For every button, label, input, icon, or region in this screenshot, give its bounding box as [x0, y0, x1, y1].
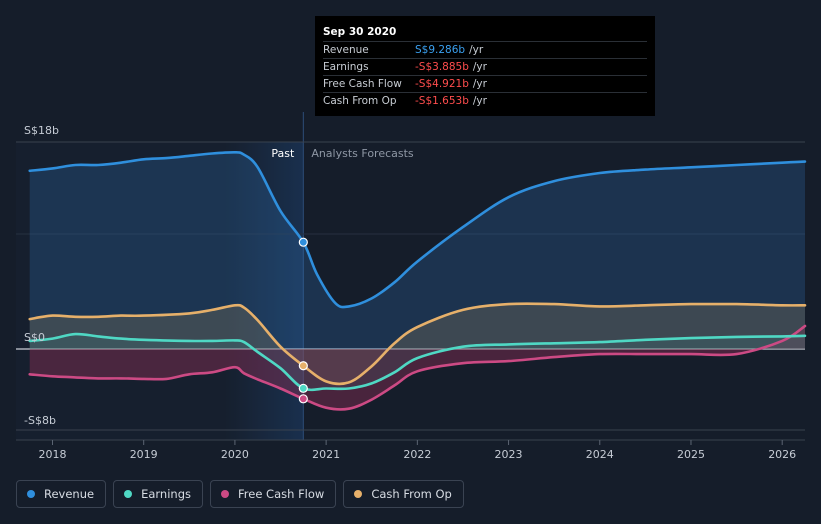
- x-tick-label: 2023: [495, 448, 523, 461]
- legend-label: Free Cash Flow: [238, 487, 325, 501]
- tooltip-unit: /yr: [472, 61, 487, 73]
- series-lines: [28, 150, 807, 411]
- tooltip-value: S$9.286b: [415, 44, 466, 56]
- tooltip-label: Revenue: [323, 44, 369, 56]
- y-tick-label: S$18b: [24, 124, 59, 137]
- line-earnings: [28, 332, 807, 392]
- tooltip: Sep 30 2020 Revenue S$9.286b /yr Earning…: [315, 16, 655, 116]
- x-tick-label: 2022: [403, 448, 431, 461]
- grid: [16, 141, 805, 431]
- tooltip-unit: /yr: [472, 78, 487, 90]
- past-region-base: [16, 142, 304, 440]
- area-cash-from-op: [29, 303, 805, 349]
- x-tick-label: 2019: [130, 448, 158, 461]
- highlight-markers: [298, 237, 308, 404]
- legend: Revenue Earnings Free Cash Flow Cash Fro…: [16, 480, 464, 508]
- area-earnings: [29, 334, 805, 349]
- y-tick-label: S$0: [24, 331, 45, 344]
- legend-dot-icon: [124, 490, 133, 498]
- tooltip-label: Earnings: [323, 61, 369, 73]
- area-free-cash-flow-negative: [29, 349, 805, 410]
- line-cash-from-op: [28, 302, 807, 386]
- tooltip-value: -S$3.885b: [415, 61, 469, 73]
- past-region-background: [16, 112, 304, 440]
- tooltip-value: -S$4.921b: [415, 78, 469, 90]
- axes: S$18b S$0 -S$8b 2018 2019 2020 2021 2022 2023 202…: [16, 124, 805, 461]
- legend-item-earnings[interactable]: Earnings: [113, 480, 203, 508]
- tooltip-row-earnings: Earnings -S$3.885b /yr: [323, 58, 647, 75]
- marker-free-cash-flow: [298, 394, 308, 404]
- y-tick-label: -S$8b: [24, 414, 56, 427]
- forecast-section-label: Analysts Forecasts: [311, 147, 414, 160]
- marker-earnings: [298, 383, 308, 393]
- line-revenue: [28, 150, 807, 309]
- legend-label: Cash From Op: [371, 487, 452, 501]
- x-tick-label: 2026: [768, 448, 796, 461]
- legend-dot-icon: [27, 490, 35, 498]
- legend-dot-icon: [354, 490, 363, 498]
- tooltip-unit: /yr: [472, 95, 487, 107]
- marker-cash-from-op: [298, 361, 308, 371]
- tooltip-row-cash-from-op: Cash From Op -S$1.653b /yr: [323, 92, 647, 109]
- x-tick-label: 2020: [221, 448, 249, 461]
- tooltip-label: Free Cash Flow: [323, 78, 402, 90]
- marker-revenue: [298, 237, 308, 247]
- x-tick-label: 2021: [312, 448, 340, 461]
- past-region-shade: [225, 142, 304, 440]
- legend-item-revenue[interactable]: Revenue: [16, 480, 107, 508]
- line-free-cash-flow: [28, 324, 807, 411]
- x-tick-label: 2025: [677, 448, 705, 461]
- legend-item-cash-from-op[interactable]: Cash From Op: [343, 480, 464, 508]
- x-tick-label: 2024: [586, 448, 614, 461]
- legend-dot-icon: [221, 490, 229, 498]
- tooltip-date: Sep 30 2020: [323, 26, 397, 38]
- past-section-label: Past: [271, 147, 295, 160]
- legend-label: Earnings: [141, 487, 191, 501]
- legend-item-free-cash-flow[interactable]: Free Cash Flow: [210, 480, 337, 508]
- tooltip-value: -S$1.653b: [415, 95, 469, 107]
- tooltip-unit: /yr: [469, 44, 484, 56]
- tooltip-row-free-cash-flow: Free Cash Flow -S$4.921b /yr: [323, 75, 647, 92]
- x-tick-label: 2018: [38, 448, 66, 461]
- legend-label: Revenue: [44, 487, 95, 501]
- series-areas: [29, 152, 805, 410]
- area-revenue: [29, 152, 805, 349]
- tooltip-label: Cash From Op: [323, 95, 397, 107]
- tooltip-row-revenue: Revenue S$9.286b /yr: [323, 41, 647, 58]
